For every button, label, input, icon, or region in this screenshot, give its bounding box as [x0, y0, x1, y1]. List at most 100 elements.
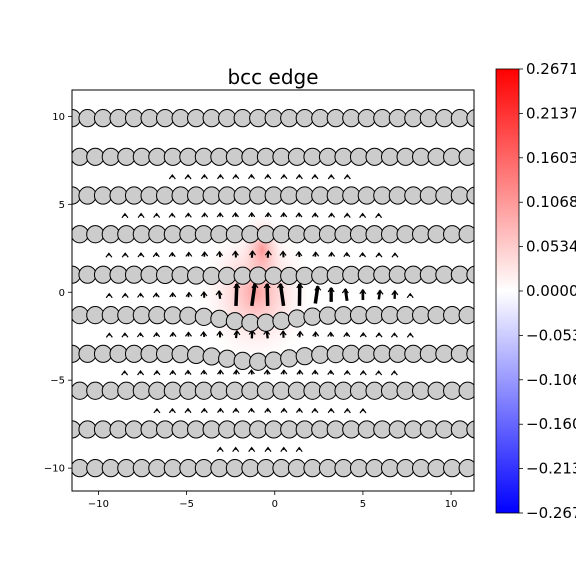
atom	[443, 381, 462, 400]
arrow-head	[295, 212, 303, 218]
arrow-head	[390, 332, 398, 338]
atom	[124, 186, 144, 205]
atom	[194, 225, 213, 244]
arrow-head	[200, 330, 208, 337]
atom	[318, 381, 338, 400]
arrow-head	[327, 286, 335, 293]
atom	[349, 306, 369, 325]
arrow-head	[359, 331, 367, 338]
arrow-head	[137, 212, 145, 219]
atom	[435, 109, 454, 128]
atom	[163, 147, 182, 166]
atom	[419, 265, 438, 284]
arrow-head	[185, 291, 193, 297]
atom	[295, 347, 314, 366]
atom	[124, 265, 144, 284]
atom	[388, 420, 407, 439]
atom	[427, 225, 446, 244]
atom	[396, 306, 415, 325]
atom	[380, 306, 400, 325]
arrow-head	[359, 369, 367, 376]
arrow-head	[121, 252, 129, 258]
arrow-head	[216, 173, 224, 180]
colorbar-tick-label: 0.0000	[526, 282, 576, 300]
atom	[218, 349, 237, 368]
arrow-head	[105, 252, 113, 258]
strain-field-core	[194, 214, 318, 370]
atom	[256, 459, 276, 478]
arrow-head	[121, 332, 129, 338]
atom	[117, 225, 136, 244]
atom	[303, 459, 322, 478]
arrow-head	[137, 252, 145, 258]
arrow-head	[121, 370, 129, 376]
displacement-arrow	[343, 288, 349, 301]
atom	[450, 109, 469, 128]
arrow-head	[375, 212, 383, 219]
atom	[210, 459, 229, 478]
atom	[380, 225, 400, 244]
arrow-head	[314, 285, 322, 291]
arrow-head	[153, 331, 161, 338]
atom	[435, 265, 454, 284]
arrow-head	[328, 251, 336, 257]
colorbar-tick-label: −0.1603	[526, 415, 576, 433]
atom	[388, 109, 407, 128]
arrow-head	[249, 250, 257, 256]
arrow-head	[375, 370, 383, 376]
arrow-head	[232, 369, 240, 375]
arrow-head	[327, 173, 335, 180]
atom	[187, 420, 206, 439]
arrow-head	[311, 173, 319, 180]
atom	[412, 306, 431, 325]
arrow-head	[295, 173, 303, 180]
arrow-head	[343, 212, 351, 218]
colorbar-tick-label: 0.2137	[526, 104, 576, 122]
atom	[396, 225, 415, 244]
arrow-head	[231, 250, 239, 256]
arrow-head	[201, 251, 209, 257]
atom	[342, 344, 361, 363]
atom	[450, 186, 469, 205]
atom	[210, 309, 229, 328]
atom	[171, 186, 190, 205]
atom	[117, 381, 136, 400]
atom	[124, 420, 144, 439]
atom	[93, 344, 113, 363]
atom	[311, 186, 330, 205]
arrow-head	[376, 289, 384, 295]
arrow-head	[153, 212, 161, 218]
atom	[443, 459, 462, 478]
atom	[295, 186, 314, 205]
atom	[194, 147, 213, 166]
atom	[388, 186, 407, 205]
arrow-head	[359, 407, 367, 414]
atom	[272, 459, 291, 478]
plot-area: −10 −5 0 5 10 10 5 0 −5 −10	[44, 89, 475, 510]
atom	[72, 147, 89, 166]
y-axis: 10 5 0 −5 −10	[44, 112, 72, 475]
atom	[326, 420, 345, 439]
displacement-arrow	[377, 290, 382, 300]
arrow-head	[343, 251, 351, 258]
atom	[202, 347, 221, 366]
atom	[311, 266, 330, 285]
atom	[171, 109, 190, 128]
atom	[179, 147, 198, 166]
atom	[357, 186, 376, 205]
atom	[388, 344, 407, 363]
atom	[155, 420, 175, 439]
arrow-head	[216, 330, 224, 336]
atom	[287, 309, 307, 328]
atom	[365, 225, 384, 244]
arrow-head	[341, 288, 349, 294]
atom	[427, 381, 446, 400]
colorbar-tick-label: −0.0534	[526, 326, 576, 344]
atom	[163, 381, 182, 400]
arrow-head	[152, 251, 160, 258]
arrow-head	[279, 250, 287, 256]
atom	[132, 306, 151, 325]
atom	[326, 186, 345, 205]
atom	[163, 306, 182, 325]
atom	[349, 459, 369, 478]
